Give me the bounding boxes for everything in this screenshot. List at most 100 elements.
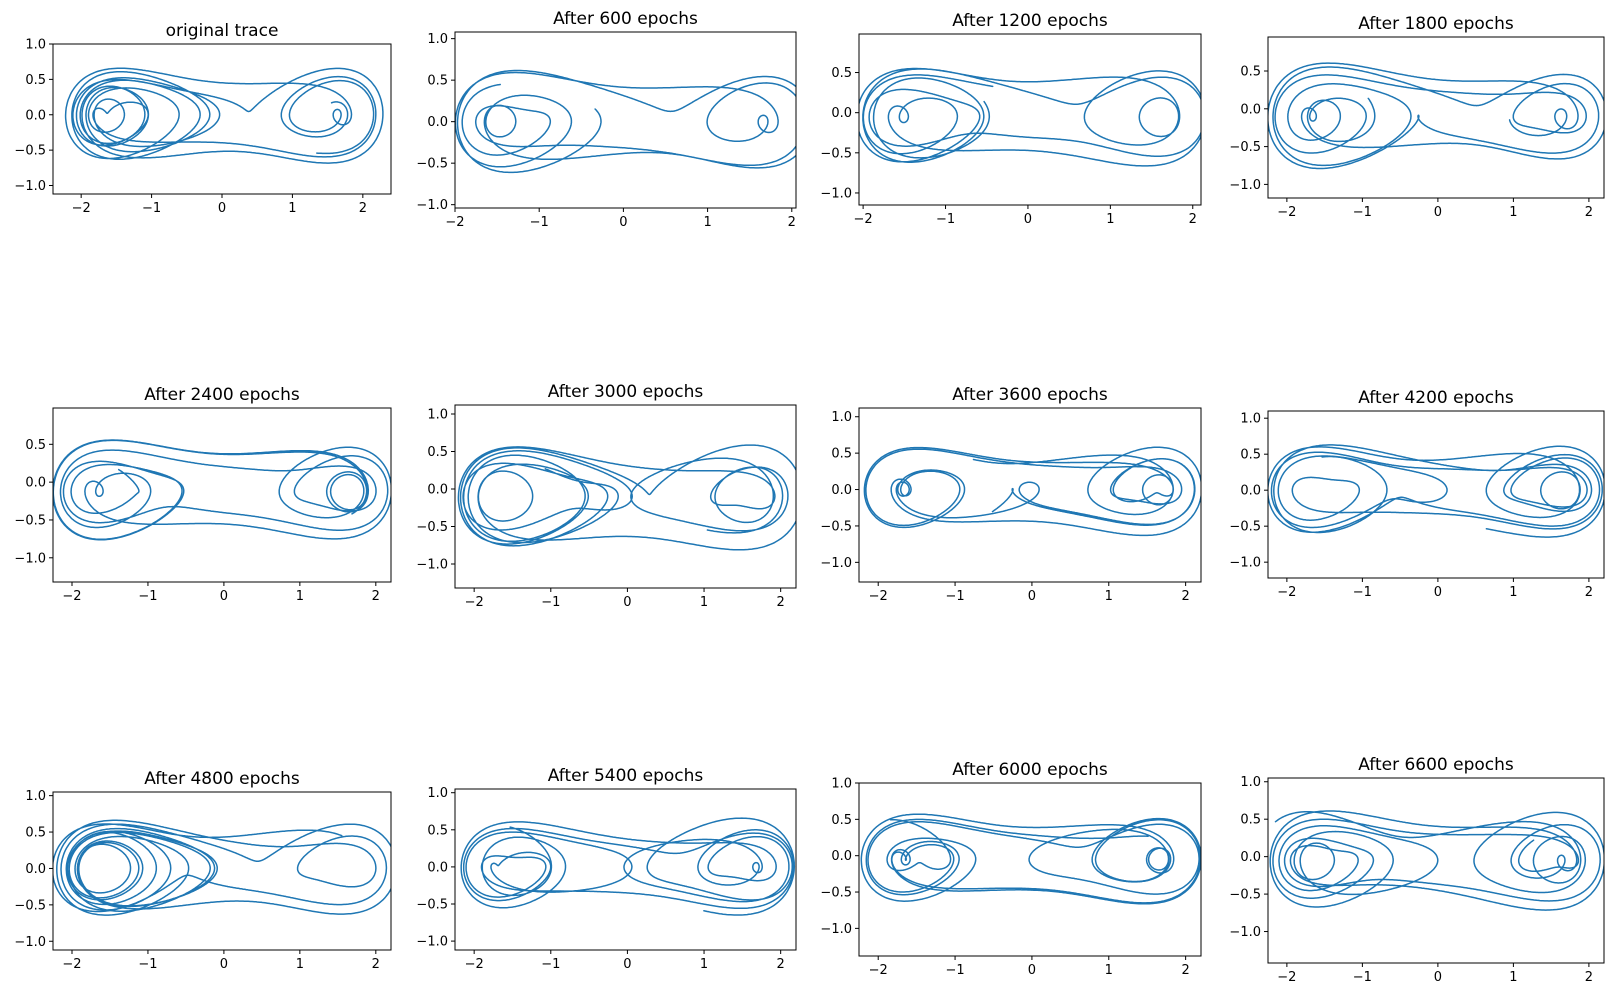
y-tick-label: −0.5 (416, 898, 448, 913)
x-tick-label: −2 (869, 589, 888, 604)
y-tick-label: −1.0 (1229, 178, 1261, 193)
x-tick-label: −1 (945, 589, 964, 604)
x-tick-label: 2 (1585, 205, 1593, 220)
y-tick-label: 0.0 (1240, 484, 1261, 499)
y-tick-label: −1.0 (820, 922, 852, 937)
series-line-4-0 (53, 439, 391, 541)
y-tick-label: 0.5 (427, 74, 448, 89)
y-tick-label: −0.5 (1229, 520, 1261, 535)
subplot-title: After 1800 epochs (1358, 14, 1514, 34)
y-tick-label: −0.5 (416, 520, 448, 535)
subplot-1: After 600 epochs −2 −1 0 1 2 −1.0 −0.5 0.0 0.5 1.0 (416, 9, 797, 230)
y-tick-label: 0.5 (427, 445, 448, 460)
axes-frame (1267, 36, 1605, 199)
y-tick-label: 0.5 (1240, 65, 1261, 80)
x-tick-label: −1 (1353, 585, 1372, 600)
x-tick-label: 1 (1106, 212, 1114, 227)
y-tick-label: −0.5 (14, 144, 46, 159)
x-tick-label: 1 (703, 215, 711, 230)
x-tick-label: −2 (465, 595, 484, 610)
y-tick-label: 0.5 (25, 73, 46, 88)
y-tick-label: 1.0 (831, 410, 852, 425)
subplot-8: After 4800 epochs −2 −1 0 1 2 −1.0 −0.5 0.0 0.5 1.… (14, 769, 392, 972)
y-tick-label: −0.5 (416, 157, 448, 172)
y-tick-label: 0.0 (427, 115, 448, 130)
x-tick-label: 2 (1181, 963, 1189, 978)
y-tick-label: 0.0 (1240, 850, 1261, 865)
y-tick-label: 1.0 (25, 38, 46, 53)
series-line-10-0 (860, 813, 1201, 905)
x-tick-label: 0 (1434, 585, 1442, 600)
y-tick-label: 1.0 (427, 32, 448, 47)
axes-frame (52, 791, 392, 951)
y-tick-label: −1.0 (14, 935, 46, 950)
x-tick-label: 0 (218, 201, 226, 216)
axes-frame (52, 407, 392, 583)
y-tick-label: −0.5 (820, 519, 852, 534)
x-tick-label: −2 (1277, 970, 1296, 985)
subplot-0: original trace −2 −1 0 1 2 −1.0 −0.5 0.0 0.5 1.0 (14, 21, 392, 216)
y-tick-label: −1.0 (820, 556, 852, 571)
x-tick-label: 0 (619, 215, 627, 230)
y-tick-label: 1.0 (427, 408, 448, 423)
x-tick-label: 1 (1105, 589, 1113, 604)
x-tick-label: 1 (1509, 205, 1517, 220)
series-line-1-0 (455, 69, 796, 174)
subplot-title: After 4200 epochs (1358, 388, 1514, 408)
axes-frame (858, 33, 1202, 206)
subplot-title: original trace (166, 21, 279, 41)
x-tick-label: −2 (465, 957, 484, 972)
y-tick-label: 0.0 (831, 106, 852, 121)
x-tick-label: 2 (1189, 212, 1197, 227)
x-tick-label: −1 (1353, 205, 1372, 220)
y-tick-label: 1.0 (831, 777, 852, 792)
y-tick-label: 0.0 (831, 483, 852, 498)
y-tick-label: −1.0 (14, 179, 46, 194)
subplot-4: After 2400 epochs −2 −1 0 1 2 −1.0 −0.5 0.0 0.5 (14, 385, 392, 604)
x-tick-label: 0 (623, 957, 631, 972)
x-tick-label: 1 (700, 595, 708, 610)
y-tick-label: 1.0 (1240, 412, 1261, 427)
subplot-title: After 600 epochs (553, 9, 698, 29)
y-tick-label: −0.5 (1229, 888, 1261, 903)
y-tick-label: −1.0 (1229, 556, 1261, 571)
y-tick-label: −0.5 (14, 898, 46, 913)
y-tick-label: 0.0 (25, 108, 46, 123)
x-tick-label: −1 (541, 595, 560, 610)
y-tick-label: 0.0 (1240, 102, 1261, 117)
y-tick-label: 0.5 (427, 823, 448, 838)
y-tick-label: −1.0 (416, 935, 448, 950)
subplot-2: After 1200 epochs −2 −1 0 1 2 −1.0 −0.5 0.0 0.5 (820, 11, 1202, 227)
x-tick-label: 2 (372, 589, 380, 604)
x-tick-label: −1 (142, 201, 161, 216)
x-tick-label: −1 (1353, 970, 1372, 985)
x-tick-label: −2 (62, 957, 81, 972)
x-tick-label: 1 (1509, 585, 1517, 600)
series-line-3-0 (1268, 62, 1604, 170)
subplot-11: After 6600 epochs −2 −1 0 1 2 −1.0 −0.5 0.0 0.5 1.… (1229, 755, 1605, 985)
x-tick-label: −2 (1277, 585, 1296, 600)
y-tick-label: 0.0 (25, 476, 46, 491)
x-tick-label: 2 (1181, 589, 1189, 604)
y-tick-label: −1.0 (14, 551, 46, 566)
subplot-10: After 6000 epochs −2 −1 0 1 2 −1.0 −0.5 0.0 0.5 1.… (820, 760, 1202, 978)
y-tick-label: −0.5 (820, 886, 852, 901)
x-tick-label: −2 (1277, 205, 1296, 220)
subplot-title: After 6600 epochs (1358, 755, 1514, 775)
y-tick-label: 1.0 (1240, 775, 1261, 790)
series-line-9-0 (460, 817, 796, 916)
y-tick-label: 1.0 (427, 786, 448, 801)
x-tick-label: 2 (777, 957, 785, 972)
x-tick-label: −1 (138, 589, 157, 604)
x-tick-label: 2 (1585, 970, 1593, 985)
x-tick-label: −2 (854, 212, 873, 227)
x-tick-label: 0 (1434, 970, 1442, 985)
x-tick-label: 1 (296, 957, 304, 972)
x-tick-label: 2 (372, 957, 380, 972)
y-tick-label: 0.5 (831, 66, 852, 81)
x-tick-label: 2 (359, 201, 367, 216)
axes-frame (454, 404, 797, 589)
subplot-title: After 5400 epochs (548, 766, 704, 786)
y-tick-label: −0.5 (1229, 140, 1261, 155)
